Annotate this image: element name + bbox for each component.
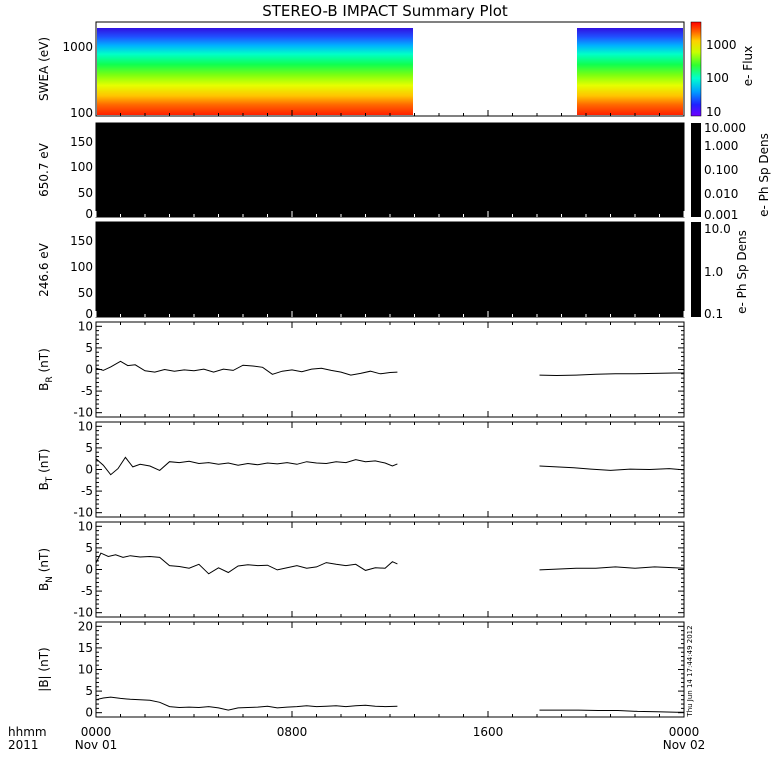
field-panel-2-y-tick-label: 0: [85, 463, 93, 477]
pad-246-colorbar: [691, 222, 701, 317]
field-panel-4-y-label: |B| (nT): [37, 647, 51, 691]
pad-246-y-label: 246.6 eV: [37, 242, 51, 297]
pad-650-y-tick-0: 0: [85, 207, 93, 221]
magnetic-field-panels: -10 -5 0 5 10 BR (nT) -10 -5 0 5 10 BT (nT) -10 -5 0 5 1…: [37, 110, 685, 720]
field-panel-1-y-tick-label: -5: [81, 384, 93, 398]
field-panel-3-y-tick-label: 10: [78, 519, 93, 533]
swea-panel: SWEA (eV) 1000 100 1000 100 10 e- Flux: [37, 21, 755, 120]
x-tick-0000-start: 0000: [81, 725, 112, 739]
swea-y-label: SWEA (eV): [37, 37, 51, 101]
field-panel-1-y-tick-label: 0: [85, 363, 93, 377]
x-tick-0800: 0800: [277, 725, 308, 739]
field-panel-2-trace-segment-2: [539, 465, 685, 471]
field-panel-4-frame: [95, 621, 685, 718]
field-panel-1-y-label: BR (nT): [37, 348, 55, 391]
swea-colorbar: [690, 21, 702, 117]
pad-650-cbar-label: e- Ph Sp Dens: [757, 133, 771, 217]
swea-cbar-tick-1000: 1000: [706, 38, 737, 52]
swea-x-ticks: [95, 110, 685, 317]
pad-650-cbar-tick-0.01: 0.010: [704, 187, 738, 201]
field-panel-2-y-label: BT (nT): [37, 449, 55, 491]
field-panel-4-trace-segment-1: [95, 696, 398, 711]
field-panel-3-trace-segment-2: [539, 566, 685, 571]
field-panel-4-y-tick-label: 10: [78, 663, 93, 677]
pad-650-plot-area: [95, 122, 685, 218]
time-axis: 0000 0800 1600 0000 Nov 01 Nov 02 hhmm 2…: [8, 725, 705, 752]
pad-246-y-tick-0: 0: [85, 307, 93, 321]
field-panel-3-y-tick-label: 5: [85, 541, 93, 555]
field-panel-4-trace-segment-2: [539, 709, 684, 713]
field-panel-4-y-tick-label: 15: [78, 641, 93, 655]
swea-spectrogram-right: [577, 28, 683, 115]
field-panel-4-y-tick-label: 0: [85, 706, 93, 720]
field-panel-3: -10 -5 0 5 10 BN (nT): [37, 519, 685, 620]
pad-246-panel: 246.6 eV 0 50 100 150 10.0 1.0 0.1 e- Ph…: [37, 221, 749, 321]
pad-650-cbar-tick-10: 10.000: [704, 121, 746, 135]
field-panel-2-y-tick-label: 5: [85, 441, 93, 455]
pad-246-y-tick-50: 50: [78, 286, 93, 300]
field-panel-2-trace-segment-1: [95, 456, 398, 476]
x-tick-1600: 1600: [473, 725, 504, 739]
pad-650-colorbar: [691, 123, 701, 217]
field-panel-2-y-tick-label: -5: [81, 484, 93, 498]
pad-650-panel: 650.7 eV 0 50 100 150 10.000 1.000 0.100…: [37, 121, 771, 222]
x-date-end: Nov 02: [663, 738, 706, 752]
field-panel-1-trace-segment-2: [539, 372, 684, 377]
pad-246-cbar-tick-0.1: 0.1: [704, 307, 723, 321]
field-panel-3-y-tick-label: 0: [85, 563, 93, 577]
pad-650-y-label: 650.7 eV: [37, 142, 51, 197]
swea-y-tick-100: 100: [70, 106, 93, 120]
x-prefix-year: 2011: [8, 738, 39, 752]
field-panel-4-y-tick-label: 20: [78, 619, 93, 633]
pad-246-cbar-tick-10: 10.0: [704, 222, 731, 236]
pad-650-cbar-tick-0.1: 0.100: [704, 163, 738, 177]
chart-title: STEREO-B IMPACT Summary Plot: [262, 2, 508, 20]
generation-timestamp: Thu Jun 14 17:44:49 2012: [686, 625, 694, 717]
field-panel-1-trace-segment-1: [95, 360, 398, 376]
x-tick-0000-end: 0000: [669, 725, 700, 739]
pad-246-plot-area: [95, 221, 685, 318]
swea-cbar-label: e- Flux: [741, 46, 755, 86]
field-panel-1: -10 -5 0 5 10 BR (nT): [37, 319, 685, 420]
field-panel-3-y-label: BN (nT): [37, 548, 55, 591]
field-panel-4: 0 5 10 15 20 |B| (nT): [37, 619, 685, 720]
field-panel-2-y-tick-label: -10: [73, 506, 93, 520]
field-panel-1-y-tick-label: 10: [78, 319, 93, 333]
field-panel-1-y-tick-label: -10: [73, 406, 93, 420]
pad-650-cbar-tick-1: 1.000: [704, 139, 738, 153]
pad-650-y-tick-50: 50: [78, 186, 93, 200]
pad-650-cbar-tick-0.001: 0.001: [704, 208, 738, 222]
pad-246-cbar-label: e- Ph Sp Dens: [735, 230, 749, 314]
pad-650-y-tick-100: 100: [70, 160, 93, 174]
pad-650-y-tick-150: 150: [70, 135, 93, 149]
pad-246-y-tick-150: 150: [70, 234, 93, 248]
field-panel-2-y-tick-label: 10: [78, 419, 93, 433]
field-panel-3-y-tick-label: -5: [81, 584, 93, 598]
field-panel-3-y-tick-label: -10: [73, 606, 93, 620]
swea-cbar-tick-100: 100: [706, 71, 729, 85]
swea-spectrogram-left: [97, 28, 413, 115]
pad-246-cbar-tick-1: 1.0: [704, 265, 723, 279]
swea-cbar-tick-10: 10: [706, 105, 721, 119]
field-panel-1-y-tick-label: 5: [85, 341, 93, 355]
field-panel-3-trace-segment-1: [95, 552, 398, 575]
swea-y-tick-1000: 1000: [62, 40, 93, 54]
pad-246-y-tick-100: 100: [70, 260, 93, 274]
field-panel-2: -10 -5 0 5 10 BT (nT): [37, 419, 685, 520]
x-prefix-hhmm: hhmm: [8, 725, 47, 739]
x-date-start: Nov 01: [75, 738, 118, 752]
field-panel-3-frame: [95, 521, 685, 618]
field-panel-4-y-tick-label: 5: [85, 684, 93, 698]
